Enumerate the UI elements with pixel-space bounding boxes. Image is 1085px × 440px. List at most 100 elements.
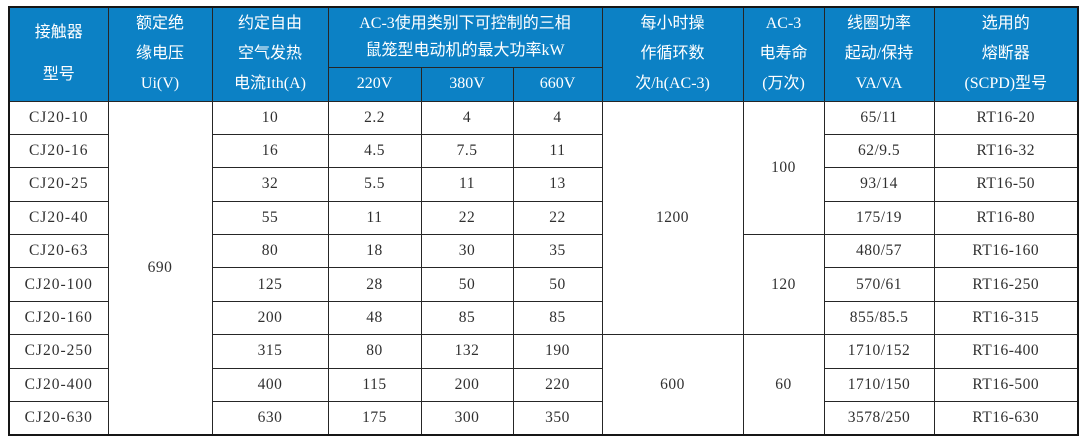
header-660v: 660V xyxy=(512,66,603,102)
table-row: CJ20-630 630 175 300 350 3578/250 RT16-6… xyxy=(8,401,1079,436)
cell-p660: 220 xyxy=(512,367,603,403)
cell-model: CJ20-630 xyxy=(8,401,109,436)
cell-model: CJ20-63 xyxy=(8,234,109,269)
cell-model: CJ20-40 xyxy=(8,200,109,236)
cell-coil: 175/19 xyxy=(823,200,935,236)
cell-p380: 85 xyxy=(420,300,514,336)
cell-ith: 315 xyxy=(211,334,329,369)
cell-ith: 80 xyxy=(211,234,329,269)
cell-p660: 22 xyxy=(512,200,603,236)
cell-model: CJ20-25 xyxy=(8,167,109,202)
cell-p380: 7.5 xyxy=(420,133,514,169)
table-row: CJ20-63 80 18 30 35 120 480/57 RT16-160 xyxy=(8,234,1079,336)
cell-life-100: 100 xyxy=(742,100,825,236)
cell-coil: 1710/152 xyxy=(823,334,935,369)
cell-fuse: RT16-32 xyxy=(933,133,1079,169)
cell-p660: 50 xyxy=(512,267,603,302)
header-380v: 380V xyxy=(420,66,514,102)
cell-ith: 32 xyxy=(211,167,329,202)
header-thermal-current: 约定自由 空气发热 电流Ith(A) xyxy=(211,6,329,102)
cell-model: CJ20-400 xyxy=(8,367,109,403)
cell-p380: 50 xyxy=(420,267,514,302)
header-ac3-max-power-group: AC-3使用类别下可控制的三相 鼠笼型电动机的最大功率kW xyxy=(327,6,603,68)
cell-life-60: 60 xyxy=(742,334,825,436)
cell-p220: 80 xyxy=(327,334,422,369)
cell-p660: 190 xyxy=(512,334,603,369)
table-row: CJ20-250 315 80 132 190 600 60 1710/152 … xyxy=(8,334,1079,436)
table-row: CJ20-25 32 5.5 11 13 93/14 RT16-50 xyxy=(8,167,1079,202)
header-fuse-type: 选用的 熔断器 (SCPD)型号 xyxy=(933,6,1079,102)
cell-coil: 93/14 xyxy=(823,167,935,202)
cell-insulation-voltage: 690 xyxy=(107,100,213,436)
cell-p220: 18 xyxy=(327,234,422,269)
cell-p380: 30 xyxy=(420,234,514,269)
cell-p660: 350 xyxy=(512,401,603,436)
cell-p220: 5.5 xyxy=(327,167,422,202)
cell-coil: 480/57 xyxy=(823,234,935,269)
header-coil-power: 线圈功率 起动/保持 VA/VA xyxy=(823,6,935,102)
cell-coil: 62/9.5 xyxy=(823,133,935,169)
cell-ith: 55 xyxy=(211,200,329,236)
cell-p380: 4 xyxy=(420,100,514,135)
cell-fuse: RT16-20 xyxy=(933,100,1079,135)
cell-fuse: RT16-160 xyxy=(933,234,1079,269)
cell-p220: 2.2 xyxy=(327,100,422,135)
table-row: CJ20-40 55 11 22 22 175/19 RT16-80 xyxy=(8,200,1079,236)
cell-p220: 48 xyxy=(327,300,422,336)
cell-ith: 630 xyxy=(211,401,329,436)
cell-ith: 400 xyxy=(211,367,329,403)
cell-p220: 11 xyxy=(327,200,422,236)
cell-p380: 132 xyxy=(420,334,514,369)
cell-p220: 115 xyxy=(327,367,422,403)
cell-p660: 4 xyxy=(512,100,603,135)
cell-p380: 200 xyxy=(420,367,514,403)
cell-ith: 125 xyxy=(211,267,329,302)
cell-p220: 4.5 xyxy=(327,133,422,169)
cell-p380: 11 xyxy=(420,167,514,202)
header-electrical-life: AC-3 电寿命 (万次) xyxy=(742,6,825,102)
cell-ith: 200 xyxy=(211,300,329,336)
cell-coil: 65/11 xyxy=(823,100,935,135)
cell-fuse: RT16-315 xyxy=(933,300,1079,336)
header-contactor-model: 接触器 型号 xyxy=(8,6,109,102)
cell-model: CJ20-160 xyxy=(8,300,109,336)
header-row-voltages: 220V 380V 660V xyxy=(9,66,1078,102)
cell-fuse: RT16-630 xyxy=(933,401,1079,436)
cell-coil: 855/85.5 xyxy=(823,300,935,336)
cell-p660: 85 xyxy=(512,300,603,336)
cell-model: CJ20-100 xyxy=(8,267,109,302)
cell-p220: 28 xyxy=(327,267,422,302)
cell-coil: 3578/250 xyxy=(823,401,935,436)
table-row: CJ20-16 16 4.5 7.5 11 62/9.5 RT16-32 xyxy=(8,133,1079,169)
cell-life-120: 120 xyxy=(742,234,825,336)
cell-ith: 16 xyxy=(211,133,329,169)
cell-coil: 570/61 xyxy=(823,267,935,302)
table-row: CJ20-10 690 10 2.2 4 4 1200 100 65/11 RT… xyxy=(8,100,1079,436)
cell-model: CJ20-10 xyxy=(8,100,109,135)
cell-cycles-1200: 1200 xyxy=(601,100,744,336)
cell-fuse: RT16-50 xyxy=(933,167,1079,202)
cell-cycles-600: 600 xyxy=(601,334,744,436)
contactor-spec-table: 接触器 型号 额定绝 缘电压 Ui(V) 约定自由 空气发热 电流Ith(A) … xyxy=(8,6,1080,436)
cell-fuse: RT16-80 xyxy=(933,200,1079,236)
header-insulation-voltage: 额定绝 缘电压 Ui(V) xyxy=(107,6,213,102)
cell-fuse: RT16-400 xyxy=(933,334,1079,369)
cell-p220: 175 xyxy=(327,401,422,436)
table-row: CJ20-400 400 115 200 220 1710/150 RT16-5… xyxy=(8,367,1079,403)
cell-fuse: RT16-500 xyxy=(933,367,1079,403)
cell-p380: 22 xyxy=(420,200,514,236)
cell-model: CJ20-16 xyxy=(8,133,109,169)
cell-ith: 10 xyxy=(211,100,329,135)
cell-p660: 35 xyxy=(512,234,603,269)
cell-p660: 13 xyxy=(512,167,603,202)
cell-coil: 1710/150 xyxy=(823,367,935,403)
cell-p380: 300 xyxy=(420,401,514,436)
cell-fuse: RT16-250 xyxy=(933,267,1079,302)
cell-model: CJ20-250 xyxy=(8,334,109,369)
header-row-group: 接触器 型号 额定绝 缘电压 Ui(V) 约定自由 空气发热 电流Ith(A) … xyxy=(8,6,1079,102)
table-row: CJ20-100 125 28 50 50 570/61 RT16-250 xyxy=(8,267,1079,302)
header-220v: 220V xyxy=(327,66,422,102)
header-operating-cycles: 每小时操 作循环数 次/h(AC-3) xyxy=(601,6,744,102)
cell-p660: 11 xyxy=(512,133,603,169)
